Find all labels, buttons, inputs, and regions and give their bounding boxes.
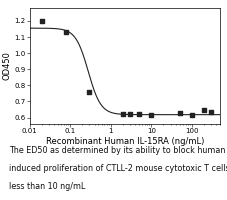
Point bbox=[121, 112, 125, 115]
Point bbox=[64, 31, 68, 34]
Text: less than 10 ng/mL: less than 10 ng/mL bbox=[9, 182, 85, 191]
Point bbox=[202, 109, 206, 112]
Point bbox=[137, 112, 141, 115]
Point bbox=[128, 112, 132, 115]
Text: The ED50 as determined by its ability to block human IL-15-: The ED50 as determined by its ability to… bbox=[9, 146, 227, 155]
Point bbox=[40, 19, 44, 22]
Point bbox=[209, 110, 213, 114]
Y-axis label: OD450: OD450 bbox=[2, 52, 11, 80]
Point bbox=[178, 111, 181, 114]
Point bbox=[88, 90, 91, 93]
Text: induced proliferation of CTLL-2 mouse cytotoxic T cells is: induced proliferation of CTLL-2 mouse cy… bbox=[9, 164, 227, 173]
X-axis label: Recombinant Human IL-15RA (ng/mL): Recombinant Human IL-15RA (ng/mL) bbox=[46, 137, 204, 146]
Point bbox=[190, 114, 194, 117]
Point bbox=[149, 114, 153, 117]
